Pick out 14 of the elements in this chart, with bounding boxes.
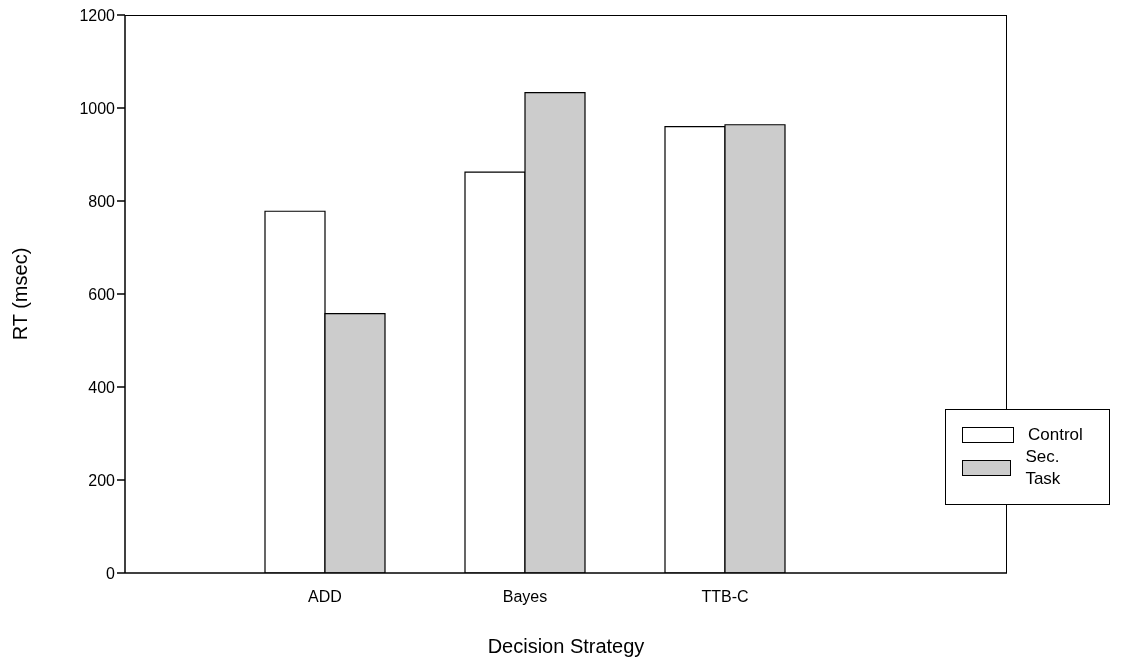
x-tick-label: Bayes (502, 588, 548, 606)
y-tick-label: 800 (88, 192, 116, 210)
legend-label: Control (1028, 424, 1083, 446)
y-tick-label: 200 (88, 471, 116, 489)
y-tick-label: 400 (88, 378, 116, 396)
y-axis-title: RT (msec) (9, 247, 32, 341)
x-tick-label: ADD (308, 588, 342, 606)
x-tick-label: TTB-C (701, 588, 749, 606)
legend-label: Sec. Task (1025, 446, 1062, 490)
y-tick-label: 1000 (79, 99, 116, 117)
y-tick-label: 0 (106, 564, 116, 582)
y-tick-label: 1200 (79, 6, 116, 24)
x-axis-title: Decision Strategy (487, 635, 645, 657)
y-tick-label: 600 (88, 285, 116, 303)
